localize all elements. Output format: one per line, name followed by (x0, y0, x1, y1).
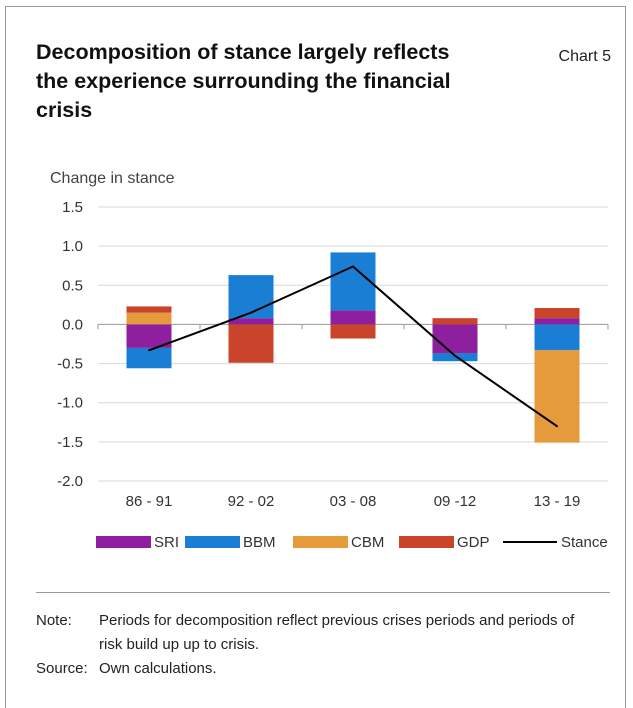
y-tick-label: 1.0 (62, 238, 83, 255)
bar-bbm (228, 275, 274, 319)
y-tick-label: -1.5 (57, 434, 83, 451)
bar-sri (432, 324, 478, 354)
chart-title: Decomposition of stance largely reflects… (36, 40, 451, 122)
y-tick-label: 0.5 (62, 277, 83, 294)
notes-divider (36, 592, 610, 593)
bar-gdp (330, 324, 376, 339)
bar-gdp (228, 324, 274, 363)
x-tick-label: 13 - 19 (534, 493, 581, 510)
bar-bbm (432, 353, 478, 362)
bar-bbm (534, 324, 580, 351)
y-tick-label: -0.5 (57, 356, 83, 373)
stance-point (556, 425, 558, 428)
stance-point (250, 311, 252, 314)
bar-sri (534, 318, 580, 325)
bar-cbm (534, 350, 580, 443)
chart-frame (5, 6, 626, 708)
bar-sri (126, 324, 172, 348)
stance-point (352, 265, 354, 268)
bar-gdp (126, 306, 172, 313)
y-tick-label: 0.0 (62, 316, 83, 333)
source-row: Source: Own calculations. (36, 657, 599, 681)
legend-label-stance: Stance (561, 534, 608, 551)
chart-number: Chart 5 (558, 48, 611, 65)
legend-label-gdp: GDP (457, 534, 490, 551)
legend-label-cbm: CBM (351, 534, 384, 551)
legend-swatch-cbm (293, 536, 348, 548)
source-text: Own calculations. (99, 660, 217, 677)
legend-swatch-bbm (185, 536, 240, 548)
source-label: Source: (36, 660, 88, 677)
legend-label-sri: SRI (154, 534, 179, 551)
stance-point (148, 349, 150, 352)
note-text: Periods for decomposition reflect previo… (99, 612, 575, 653)
note-label: Note: (36, 612, 72, 629)
bar-gdp (534, 307, 580, 319)
bar-sri (228, 318, 274, 325)
legend-swatch-sri (96, 536, 151, 548)
bar-bbm (330, 252, 376, 311)
legend-label-bbm: BBM (243, 534, 276, 551)
legend-swatch-gdp (399, 536, 454, 548)
bar-bbm (126, 347, 172, 369)
bar-cbm (126, 312, 172, 325)
y-tick-label: -1.0 (57, 395, 83, 412)
bar-gdp (432, 318, 478, 325)
bar-sri (330, 310, 376, 325)
stance-point (454, 354, 456, 357)
x-tick-label: 09 -12 (434, 493, 477, 510)
x-tick-label: 92 - 02 (228, 493, 275, 510)
note-row: Note: Periods for decomposition reflect … (36, 609, 599, 657)
y-tick-label: -2.0 (57, 473, 83, 490)
notes-block: Note: Periods for decomposition reflect … (36, 609, 599, 681)
x-tick-label: 86 - 91 (126, 493, 173, 510)
x-tick-label: 03 - 08 (330, 493, 377, 510)
y-axis-label: Change in stance (50, 170, 175, 187)
y-tick-label: 1.5 (62, 199, 83, 216)
